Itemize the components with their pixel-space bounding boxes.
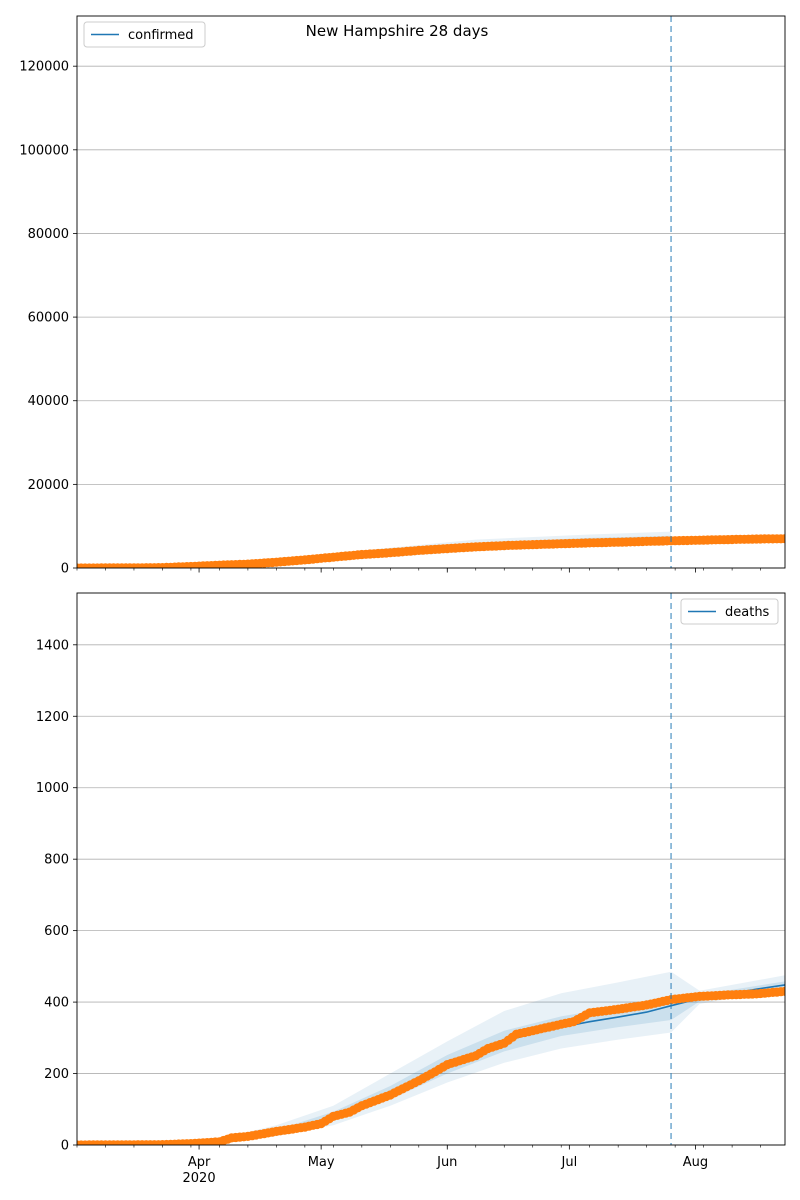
y-tick-label: 800 [44,853,69,868]
observed-point [780,986,785,996]
y-tick-label: 40000 [28,394,69,409]
y-tick-label: 120000 [19,60,69,75]
x-tick-label: Aug [683,1155,708,1170]
legend-box [83,21,206,48]
y-tick-label: 400 [44,996,69,1011]
y-tick-label: 1200 [36,710,69,725]
legend: deaths [680,598,779,625]
legend: confirmed [83,21,206,48]
confirmed-panel: 0 20000 40000 60000 80000 100000 120000 confirm… [19,15,786,577]
x-tick-label: Jun [436,1155,457,1170]
y-tick-label: 0 [61,1139,69,1154]
y-tick-label: 0 [61,562,69,577]
legend-box [680,598,779,625]
x-tick-label: May [308,1155,335,1170]
deaths-panel: 0 200 400 600 800 1000 1200 1400 Apr May Jun Jul Aug… [36,592,786,1186]
y-tick-label: 60000 [28,311,69,326]
observed-series [77,534,785,568]
axes-frame [76,592,786,1146]
y-tick-label: 20000 [28,478,69,493]
x-tick-label: Apr [188,1155,211,1170]
observed-point [780,534,785,544]
plot-area [77,531,785,568]
axes-frame [76,15,786,569]
plot-area [77,971,785,1145]
legend-label: confirmed [128,28,194,43]
x-year-label: 2020 [183,1171,216,1186]
x-tick-label: Jul [561,1155,578,1170]
y-tick-label: 100000 [19,143,69,158]
observed-series [77,986,785,1145]
legend-label: deaths [725,605,770,620]
y-tick-label: 1400 [36,638,69,653]
y-tick-label: 200 [44,1067,69,1082]
figure-title: New Hampshire 28 days [306,22,489,40]
y-tick-label: 600 [44,924,69,939]
outer-uncertainty-band [219,971,785,1144]
y-tick-label: 1000 [36,781,69,796]
y-tick-label: 80000 [28,227,69,242]
